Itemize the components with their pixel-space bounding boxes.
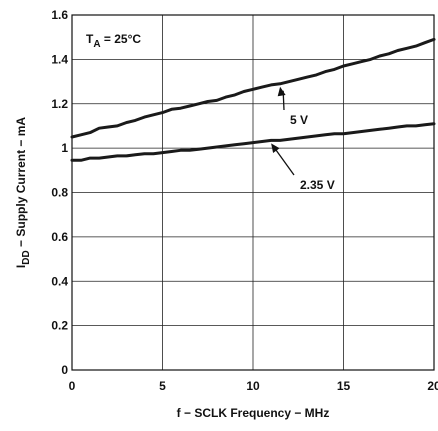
y-tick-label: 0.4 — [51, 274, 68, 288]
y-axis-label-suffix: − Supply Current − mA — [14, 117, 28, 251]
x-tick-label: 20 — [427, 379, 438, 393]
x-tick-label: 10 — [246, 379, 260, 393]
y-tick-label: 0.2 — [51, 319, 68, 333]
annotation-label: 5 V — [290, 113, 308, 127]
y-axis-label-prefix: I — [14, 265, 28, 268]
x-tick-labels: 0 5 10 15 20 — [69, 379, 438, 393]
plot-frame — [71, 14, 435, 371]
y-tick-label: 1 — [61, 141, 68, 155]
y-tick-label: 1.2 — [51, 97, 68, 111]
y-tick-label: 1.6 — [51, 8, 68, 22]
grid-lines — [72, 15, 434, 370]
y-axis-label: IDD − Supply Current − mA — [14, 117, 32, 268]
condition-subscript: A — [93, 39, 100, 50]
y-tick-label: 0.8 — [51, 186, 68, 200]
annotation-arrowhead — [277, 86, 286, 97]
x-tick-label: 15 — [337, 379, 351, 393]
y-tick-labels: 0 0.2 0.4 0.6 0.8 1 1.2 1.4 1.6 — [51, 8, 68, 377]
y-tick-label: 0 — [61, 363, 68, 377]
series-line-5v — [70, 37, 436, 139]
condition-prefix: T — [86, 32, 94, 46]
annotation-arrowhead — [271, 143, 280, 153]
y-axis-label-subscript: DD — [21, 250, 32, 264]
x-axis-label: f − SCLK Frequency − MHz — [177, 406, 330, 420]
annotation-label: 2.35 V — [300, 178, 335, 192]
x-tick-label: 5 — [159, 379, 166, 393]
condition-label: TA = 25°C — [86, 32, 141, 50]
series-lines — [70, 37, 436, 162]
condition-suffix: = 25°C — [101, 32, 142, 46]
series-line-2-35v — [70, 122, 436, 162]
y-tick-label: 1.4 — [51, 52, 68, 66]
x-tick-label: 0 — [69, 379, 76, 393]
annotations: 5 V 2.35 V — [271, 86, 335, 192]
y-tick-label: 0.6 — [51, 230, 68, 244]
annotation-arrow-line — [273, 146, 295, 176]
